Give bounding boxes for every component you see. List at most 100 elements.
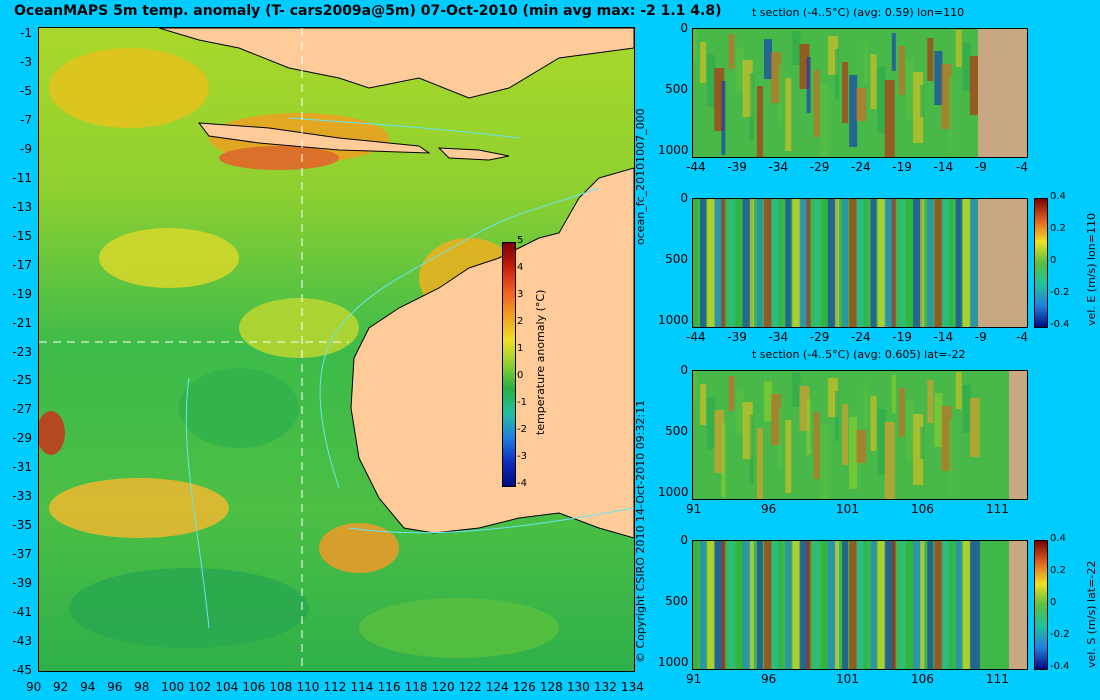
section-field-cell <box>721 541 726 669</box>
section-y-tick: 0 <box>680 363 688 377</box>
section-field-cell <box>906 401 914 461</box>
section-field-cell <box>870 54 877 109</box>
velocity-colorbar-tick: 0.4 <box>1050 533 1066 544</box>
section-field-cell <box>877 67 886 133</box>
section-x-tick: 106 <box>911 502 934 516</box>
map-x-tick: 90 <box>26 680 42 694</box>
section-field-cell <box>749 73 754 141</box>
section-field-cell <box>842 62 849 123</box>
map-colorbar-tick: -4 <box>517 478 527 489</box>
section-field-cell <box>806 199 811 327</box>
map-y-tick: -33 <box>12 489 32 504</box>
section-field-cell <box>955 199 962 327</box>
section-x-tick: 91 <box>686 672 702 686</box>
section-field-cell <box>920 541 925 669</box>
section-field-cell <box>934 199 943 327</box>
section-field-cell <box>735 199 744 327</box>
section-field-cell <box>913 72 924 143</box>
section-x-tick: -19 <box>892 160 912 174</box>
map-y-tick: -21 <box>12 315 32 330</box>
map-x-tick: 114 <box>350 680 374 694</box>
section-field-cell <box>898 46 905 95</box>
velocity-colorbar-tick: 0 <box>1050 255 1057 266</box>
section-x-tick: -44 <box>686 160 706 174</box>
section-field-cell <box>863 383 868 427</box>
section-field-cell <box>891 375 896 413</box>
section-land <box>1009 541 1027 669</box>
section-x-tick: -44 <box>686 330 706 344</box>
section-field-cell <box>849 75 858 147</box>
section-field-cell <box>835 49 839 99</box>
map-y-tick: -5 <box>20 83 32 98</box>
section-field-cell <box>693 199 697 327</box>
section-field-cell <box>707 397 716 449</box>
map-y-tick: -17 <box>12 257 32 272</box>
map-y-tick: -23 <box>12 344 32 359</box>
section-field-cell <box>941 541 952 669</box>
section-field-cell <box>913 541 924 669</box>
section-field-cell <box>827 199 838 327</box>
section-field-cell <box>742 60 753 117</box>
section-field-cell <box>870 541 877 669</box>
map-y-tick: -7 <box>20 112 32 127</box>
section-field-cell <box>863 199 868 327</box>
section-field-cell <box>749 199 754 327</box>
temperature-anomaly-map <box>38 27 635 672</box>
section-field-cell <box>785 78 792 151</box>
map-title: OceanMAPS 5m temp. anomaly (T- cars2009a… <box>14 3 722 19</box>
map-x-tick: 130 <box>566 680 590 694</box>
section-x-tick: -39 <box>727 160 747 174</box>
section-field-cell <box>721 423 726 497</box>
bathymetry-contours <box>185 117 634 629</box>
section-field-cell <box>948 541 953 669</box>
section-field-cell <box>707 55 716 107</box>
section-x-tick: -9 <box>974 160 987 174</box>
section-field-cell <box>877 409 886 475</box>
section-canvas <box>693 199 1027 327</box>
section-field-cell <box>771 541 782 669</box>
map-y-tick: -35 <box>12 518 32 533</box>
map-y-tick: -19 <box>12 286 32 301</box>
section-field-cell <box>941 199 952 327</box>
section-field-cell <box>764 541 772 669</box>
section-field-cell <box>891 33 896 71</box>
map-x-tick: 134 <box>621 680 644 694</box>
section-field-cell <box>700 42 707 83</box>
map-colorbar-tick: -3 <box>517 451 527 462</box>
velocity-colorbar-tick: 0.2 <box>1050 223 1066 234</box>
run-id-label: ocean_fc_20101007_000 <box>634 108 647 245</box>
section-field-cell <box>735 389 744 435</box>
section-y-tick: 1000 <box>658 485 689 499</box>
section-field-cell <box>962 43 971 91</box>
section-field-cell <box>920 85 925 117</box>
section-field-cell <box>771 52 782 103</box>
section-field-cell <box>877 541 886 669</box>
section-field-cell <box>707 541 716 669</box>
section-field-cell <box>700 541 707 669</box>
section-field-cell <box>806 541 811 669</box>
section-x-tick: -29 <box>809 160 830 174</box>
map-x-tick: 128 <box>539 680 563 694</box>
section-field-cell <box>742 199 753 327</box>
section-x-tick: 111 <box>986 672 1009 686</box>
velocity-colorbar-tick: -0.4 <box>1050 319 1070 330</box>
section-field-cell <box>813 412 820 479</box>
map-colorbar-tick: 0 <box>517 370 524 381</box>
section-field-cell <box>820 83 829 157</box>
section-field-cell <box>898 388 905 437</box>
map-x-tick: 118 <box>404 680 428 694</box>
map-colorbar-tick: 4 <box>517 262 524 273</box>
section-x-tick: 91 <box>686 502 702 516</box>
map-y-tick: -29 <box>12 431 32 446</box>
section-field-cell <box>707 199 716 327</box>
section-field-cell <box>948 199 953 327</box>
section-field-cell <box>870 199 877 327</box>
section-y-tick: 1000 <box>658 313 689 327</box>
map-y-tick: -27 <box>12 402 32 417</box>
map-y-tick: -45 <box>12 663 32 677</box>
section-x-tick: -34 <box>768 330 789 344</box>
section-field-cell <box>792 31 801 65</box>
section-canvas <box>693 371 1027 499</box>
section-field-cell <box>700 199 707 327</box>
section-field-cell <box>849 541 858 669</box>
